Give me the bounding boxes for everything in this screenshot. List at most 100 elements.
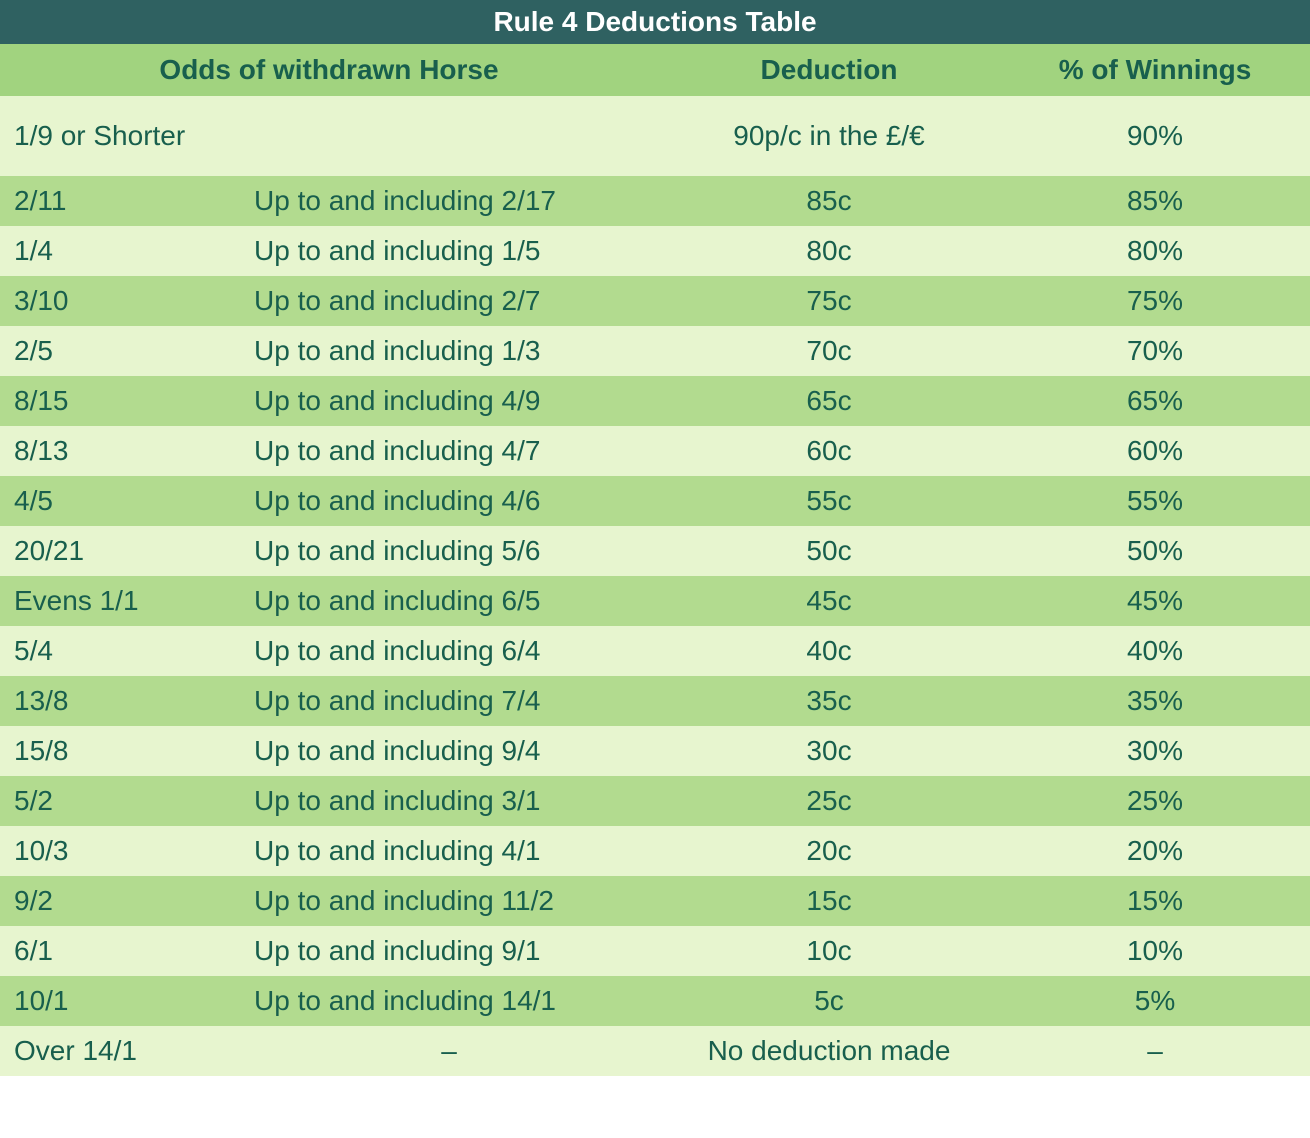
table-row: Evens 1/1Up to and including 6/545c45% xyxy=(0,576,1310,626)
cell-odds-to: Up to and including 2/7 xyxy=(254,285,644,317)
table-row: 5/4Up to and including 6/440c40% xyxy=(0,626,1310,676)
col-header-pct: % of Winnings xyxy=(1014,54,1296,86)
cell-deduction: No deduction made xyxy=(644,1035,1014,1067)
cell-odds-from: Evens 1/1 xyxy=(0,585,254,617)
cell-deduction: 45c xyxy=(644,585,1014,617)
table-row: 10/1Up to and including 14/15c5% xyxy=(0,976,1310,1026)
cell-deduction: 30c xyxy=(644,735,1014,767)
cell-pct: 80% xyxy=(1014,235,1296,267)
cell-deduction: 85c xyxy=(644,185,1014,217)
cell-pct: 25% xyxy=(1014,785,1296,817)
cell-odds-from: 5/4 xyxy=(0,635,254,667)
cell-pct: 50% xyxy=(1014,535,1296,567)
cell-odds-from: 2/5 xyxy=(0,335,254,367)
cell-deduction: 10c xyxy=(644,935,1014,967)
cell-odds-to: Up to and including 9/1 xyxy=(254,935,644,967)
cell-odds-from: 20/21 xyxy=(0,535,254,567)
cell-odds-from: 4/5 xyxy=(0,485,254,517)
table-row: 9/2Up to and including 11/215c15% xyxy=(0,876,1310,926)
cell-odds-to: Up to and including 4/9 xyxy=(254,385,644,417)
cell-odds-from: 13/8 xyxy=(0,685,254,717)
table-row: 8/13Up to and including 4/760c60% xyxy=(0,426,1310,476)
table-row: 1/4Up to and including 1/580c80% xyxy=(0,226,1310,276)
cell-pct: 30% xyxy=(1014,735,1296,767)
cell-deduction: 60c xyxy=(644,435,1014,467)
cell-pct: 65% xyxy=(1014,385,1296,417)
cell-pct: 40% xyxy=(1014,635,1296,667)
col-header-odds: Odds of withdrawn Horse xyxy=(0,54,644,86)
cell-odds-to: Up to and including 3/1 xyxy=(254,785,644,817)
table-row: 8/15Up to and including 4/965c65% xyxy=(0,376,1310,426)
table-row: 13/8Up to and including 7/435c35% xyxy=(0,676,1310,726)
cell-odds-from: 10/1 xyxy=(0,985,254,1017)
cell-deduction: 5c xyxy=(644,985,1014,1017)
cell-odds-from: 15/8 xyxy=(0,735,254,767)
cell-deduction: 65c xyxy=(644,385,1014,417)
table-row: 2/11Up to and including 2/1785c85% xyxy=(0,176,1310,226)
cell-odds-to: Up to and including 9/4 xyxy=(254,735,644,767)
cell-odds-to: Up to and including 2/17 xyxy=(254,185,644,217)
cell-pct: 60% xyxy=(1014,435,1296,467)
cell-odds-to: Up to and including 1/5 xyxy=(254,235,644,267)
cell-deduction: 40c xyxy=(644,635,1014,667)
table-row: 3/10Up to and including 2/775c75% xyxy=(0,276,1310,326)
cell-pct: 55% xyxy=(1014,485,1296,517)
cell-pct: 10% xyxy=(1014,935,1296,967)
cell-pct: 15% xyxy=(1014,885,1296,917)
table-row: Over 14/1–No deduction made– xyxy=(0,1026,1310,1076)
cell-odds-to: Up to and including 1/3 xyxy=(254,335,644,367)
cell-odds-from: 6/1 xyxy=(0,935,254,967)
cell-deduction: 25c xyxy=(644,785,1014,817)
cell-odds-from: 8/13 xyxy=(0,435,254,467)
cell-pct: 5% xyxy=(1014,985,1296,1017)
table-body: 1/9 or Shorter90p/c in the £/€90%2/11Up … xyxy=(0,96,1310,1076)
cell-pct: – xyxy=(1014,1035,1296,1067)
cell-odds-to: Up to and including 5/6 xyxy=(254,535,644,567)
cell-deduction: 90p/c in the £/€ xyxy=(644,120,1014,152)
cell-pct: 35% xyxy=(1014,685,1296,717)
cell-deduction: 75c xyxy=(644,285,1014,317)
cell-pct: 20% xyxy=(1014,835,1296,867)
table-row: 6/1Up to and including 9/110c10% xyxy=(0,926,1310,976)
cell-odds-to: Up to and including 11/2 xyxy=(254,885,644,917)
cell-odds-to: Up to and including 4/1 xyxy=(254,835,644,867)
table-row: 1/9 or Shorter 90p/c in the £/€90% xyxy=(0,96,1310,176)
rule4-deductions-table: Rule 4 Deductions Table Odds of withdraw… xyxy=(0,0,1310,1076)
cell-deduction: 20c xyxy=(644,835,1014,867)
table-header-row: Odds of withdrawn Horse Deduction % of W… xyxy=(0,44,1310,96)
cell-odds-to: Up to and including 4/6 xyxy=(254,485,644,517)
cell-odds-to: – xyxy=(254,1035,644,1067)
cell-deduction: 15c xyxy=(644,885,1014,917)
cell-odds-from: 2/11 xyxy=(0,185,254,217)
table-row: 15/8Up to and including 9/430c30% xyxy=(0,726,1310,776)
cell-deduction: 35c xyxy=(644,685,1014,717)
cell-odds-to: Up to and including 6/4 xyxy=(254,635,644,667)
cell-pct: 85% xyxy=(1014,185,1296,217)
cell-deduction: 50c xyxy=(644,535,1014,567)
table-row: 20/21Up to and including 5/650c50% xyxy=(0,526,1310,576)
cell-odds-from: 10/3 xyxy=(0,835,254,867)
cell-deduction: 55c xyxy=(644,485,1014,517)
cell-odds-to: Up to and including 14/1 xyxy=(254,985,644,1017)
table-row: 5/2Up to and including 3/125c25% xyxy=(0,776,1310,826)
cell-pct: 90% xyxy=(1014,120,1296,152)
cell-pct: 45% xyxy=(1014,585,1296,617)
table-title: Rule 4 Deductions Table xyxy=(0,0,1310,44)
table-row: 2/5Up to and including 1/370c70% xyxy=(0,326,1310,376)
table-row: 4/5Up to and including 4/655c55% xyxy=(0,476,1310,526)
col-header-deduction: Deduction xyxy=(644,54,1014,86)
table-row: 10/3Up to and including 4/120c20% xyxy=(0,826,1310,876)
cell-odds-from: 8/15 xyxy=(0,385,254,417)
cell-odds-to: Up to and including 4/7 xyxy=(254,435,644,467)
cell-odds-to: Up to and including 6/5 xyxy=(254,585,644,617)
cell-pct: 70% xyxy=(1014,335,1296,367)
cell-odds-from: Over 14/1 xyxy=(0,1035,254,1067)
cell-odds-from: 5/2 xyxy=(0,785,254,817)
cell-odds-from: 9/2 xyxy=(0,885,254,917)
cell-pct: 75% xyxy=(1014,285,1296,317)
cell-deduction: 70c xyxy=(644,335,1014,367)
cell-odds-to: Up to and including 7/4 xyxy=(254,685,644,717)
cell-odds-from: 1/4 xyxy=(0,235,254,267)
cell-odds-from: 1/9 or Shorter xyxy=(0,120,254,152)
cell-odds-from: 3/10 xyxy=(0,285,254,317)
